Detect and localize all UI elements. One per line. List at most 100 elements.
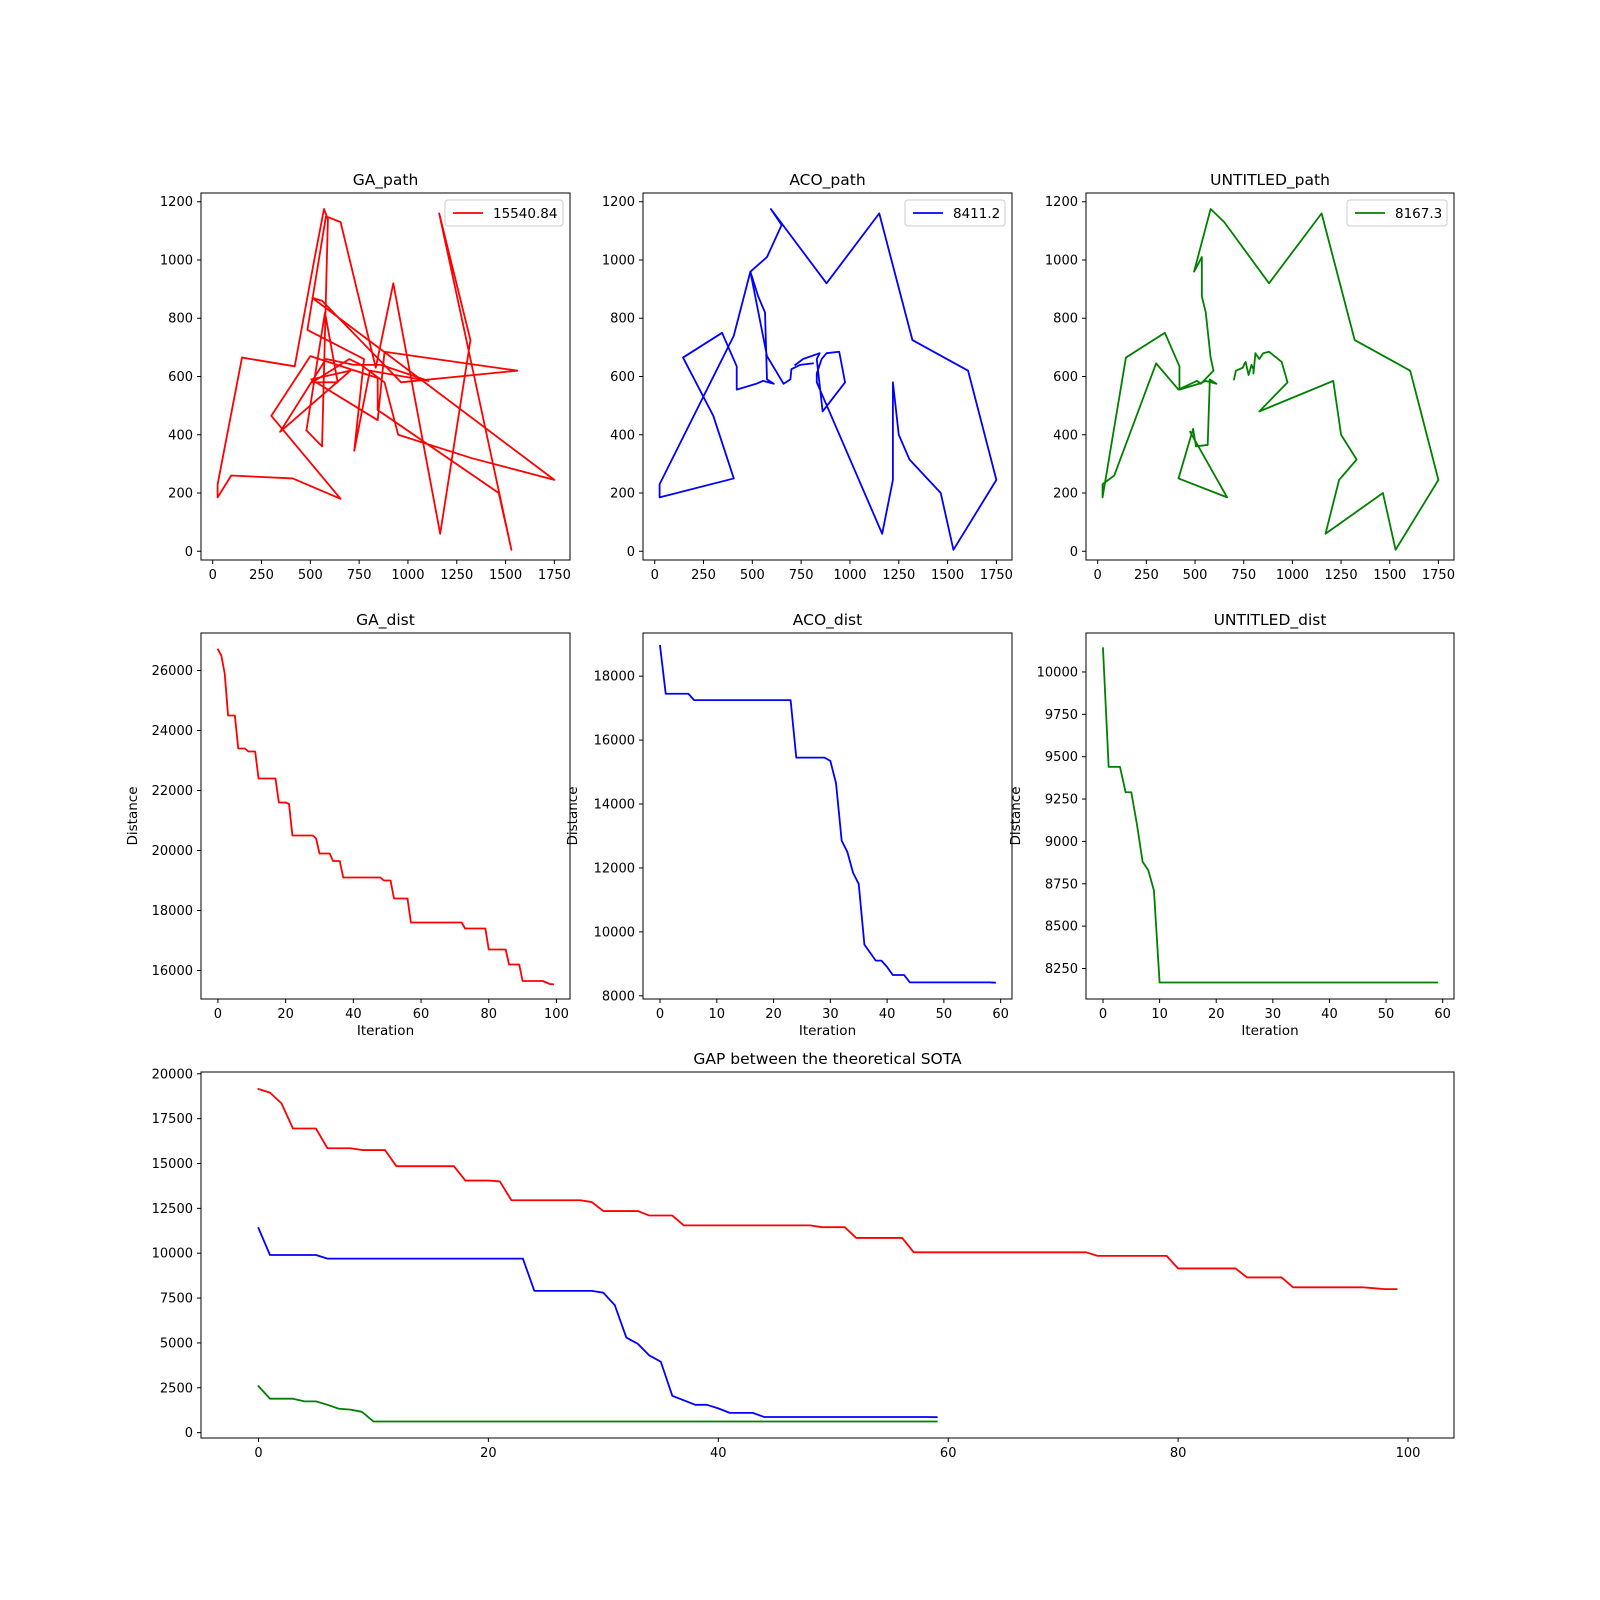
ga_path-ytick-label: 800: [168, 312, 193, 327]
gap-series-line-0: [257, 1087, 1398, 1290]
untitled_dist-xtick-label: 50: [1378, 1007, 1395, 1022]
aco_path-xtick-label: 1250: [882, 568, 915, 583]
ga_dist-ytick-label: 24000: [152, 724, 193, 739]
aco_dist-series-line-0: [659, 644, 996, 984]
aco_dist-ytick-label: 14000: [594, 798, 635, 813]
untitled_path-ytick-label: 1000: [1045, 253, 1078, 268]
ga_path-series-line-0: [216, 208, 556, 551]
untitled_dist-ytick-label: 9500: [1045, 750, 1078, 765]
ga_dist-series-line-0: [216, 648, 555, 986]
untitled_dist-ytick-label: 9250: [1045, 793, 1078, 808]
untitled_path-ytick-label: 600: [1053, 370, 1078, 385]
untitled_dist-xlabel: Iteration: [1241, 1023, 1298, 1039]
aco_path-xtick-label: 0: [651, 568, 659, 583]
untitled_dist-series-line-0: [1102, 647, 1438, 984]
untitled_path-xtick-label: 1750: [1422, 568, 1455, 583]
untitled_path-xtick-label: 1500: [1373, 568, 1406, 583]
aco_dist-xtick-label: 60: [992, 1007, 1009, 1022]
aco_dist-title: ACO_dist: [793, 611, 862, 630]
gap-ytick-label: 20000: [152, 1067, 193, 1082]
ga_path-xtick-label: 250: [249, 568, 274, 583]
gap-series-line-1: [257, 1226, 938, 1419]
untitled_path-xtick-label: 250: [1134, 568, 1159, 583]
ga_path-ytick-label: 200: [168, 487, 193, 502]
untitled_path-ytick-label: 0: [1070, 545, 1078, 560]
ga_dist-ytick-label: 22000: [152, 784, 193, 799]
untitled_path-xtick-label: 0: [1094, 568, 1102, 583]
aco_dist-xtick-label: 10: [709, 1007, 726, 1022]
gap-xtick-label: 20: [480, 1446, 497, 1461]
untitled_path-ytick-label: 200: [1053, 487, 1078, 502]
ga_dist-axes-frame: [200, 632, 571, 1000]
gap-xtick-label: 100: [1396, 1446, 1421, 1461]
ga_dist-ytick-label: 20000: [152, 844, 193, 859]
ga_dist-ytick-label: 16000: [152, 964, 193, 979]
ga_path-xtick-label: 1250: [440, 568, 473, 583]
untitled_path-title: UNTITLED_path: [1210, 171, 1330, 190]
chart-untitled_dist: 0 10 20 30 40 50 60 8250 8500 8750 9000 9250 9500 975…: [1008, 611, 1455, 1039]
aco_path-xtick-label: 750: [789, 568, 814, 583]
ga_dist-title: GA_dist: [356, 611, 415, 630]
ga_dist-xtick-label: 0: [214, 1007, 222, 1022]
ga_path-xtick-label: 500: [298, 568, 323, 583]
aco_dist-xtick-label: 0: [656, 1007, 664, 1022]
untitled_dist-ytick-label: 10000: [1037, 665, 1078, 680]
gap-xtick-label: 60: [940, 1446, 957, 1461]
chart-gap: 0 20 40 60 80 100 0 2500 5000 7500 10000 12500 15000…: [152, 1050, 1455, 1461]
ga_dist-xtick-label: 80: [480, 1007, 497, 1022]
aco_path-ytick-label: 1000: [602, 253, 635, 268]
gap-ytick-label: 0: [185, 1426, 193, 1441]
aco_path-ytick-label: 800: [610, 312, 635, 327]
chart-ga_dist: 0 20 40 60 80 100 16000 18000 20000 22000 24000 260…: [125, 611, 571, 1039]
gap-ytick-label: 2500: [160, 1381, 193, 1396]
aco_dist-xtick-label: 50: [936, 1007, 953, 1022]
aco_path-xtick-label: 250: [691, 568, 716, 583]
aco_path-xtick-label: 1000: [833, 568, 866, 583]
untitled_dist-xtick-label: 20: [1208, 1007, 1225, 1022]
ga_path-ytick-label: 1000: [160, 253, 193, 268]
ga_path-ytick-label: 400: [168, 428, 193, 443]
ga_path-legend-box: [444, 199, 564, 227]
untitled_dist-ytick-label: 8750: [1045, 877, 1078, 892]
ga_path-ytick-label: 0: [185, 545, 193, 560]
ga_path-title: GA_path: [353, 171, 419, 190]
untitled_path-ytick-label: 1200: [1045, 195, 1078, 210]
untitled_path-legend-label: 8167.3: [1395, 206, 1442, 222]
ga_dist-ylabel: Distance: [125, 786, 141, 845]
untitled_dist-ytick-label: 8500: [1045, 920, 1078, 935]
untitled_dist-xtick-label: 30: [1265, 1007, 1282, 1022]
untitled_path-xtick-label: 1250: [1325, 568, 1358, 583]
aco_path-ytick-label: 1200: [602, 195, 635, 210]
ga_path-xtick-label: 1000: [391, 568, 424, 583]
ga_path-xtick-label: 1500: [489, 568, 522, 583]
aco_dist-xtick-label: 20: [765, 1007, 782, 1022]
untitled_path-xtick-label: 750: [1231, 568, 1256, 583]
ga_path-xtick-label: 750: [347, 568, 372, 583]
untitled_path-series-line-0: [1101, 208, 1440, 551]
aco_dist-ytick-label: 18000: [594, 670, 635, 685]
untitled_path-ytick-label: 800: [1053, 312, 1078, 327]
gap-title: GAP between the theoretical SOTA: [693, 1050, 962, 1068]
untitled_dist-ytick-label: 9000: [1045, 835, 1078, 850]
untitled_dist-xtick-label: 0: [1099, 1007, 1107, 1022]
aco_dist-ytick-label: 10000: [594, 925, 635, 940]
gap-ytick-label: 5000: [160, 1336, 193, 1351]
ga_path-xtick-label: 1750: [538, 568, 571, 583]
gap-ytick-label: 7500: [160, 1292, 193, 1307]
untitled_dist-ylabel: Distance: [1008, 786, 1024, 845]
untitled_dist-xtick-label: 40: [1321, 1007, 1338, 1022]
ga_dist-xtick-label: 40: [345, 1007, 362, 1022]
aco_dist-ytick-label: 16000: [594, 734, 635, 749]
aco_dist-xlabel: Iteration: [799, 1023, 856, 1039]
ga_path-xtick-label: 0: [209, 568, 217, 583]
ga_dist-xtick-label: 60: [413, 1007, 430, 1022]
ga_path-legend-label: 15540.84: [493, 206, 557, 222]
aco_path-legend-box: [904, 199, 1006, 227]
gap-series-line-2: [257, 1384, 938, 1423]
aco_path-series-line-0: [658, 208, 998, 551]
ga_dist-xtick-label: 100: [544, 1007, 569, 1022]
chart-untitled_path: 0 250 500 750 1000 1250 1500 1750 0 200 400 600 800 1…: [1045, 171, 1455, 583]
aco_path-legend-label: 8411.2: [953, 206, 1000, 222]
